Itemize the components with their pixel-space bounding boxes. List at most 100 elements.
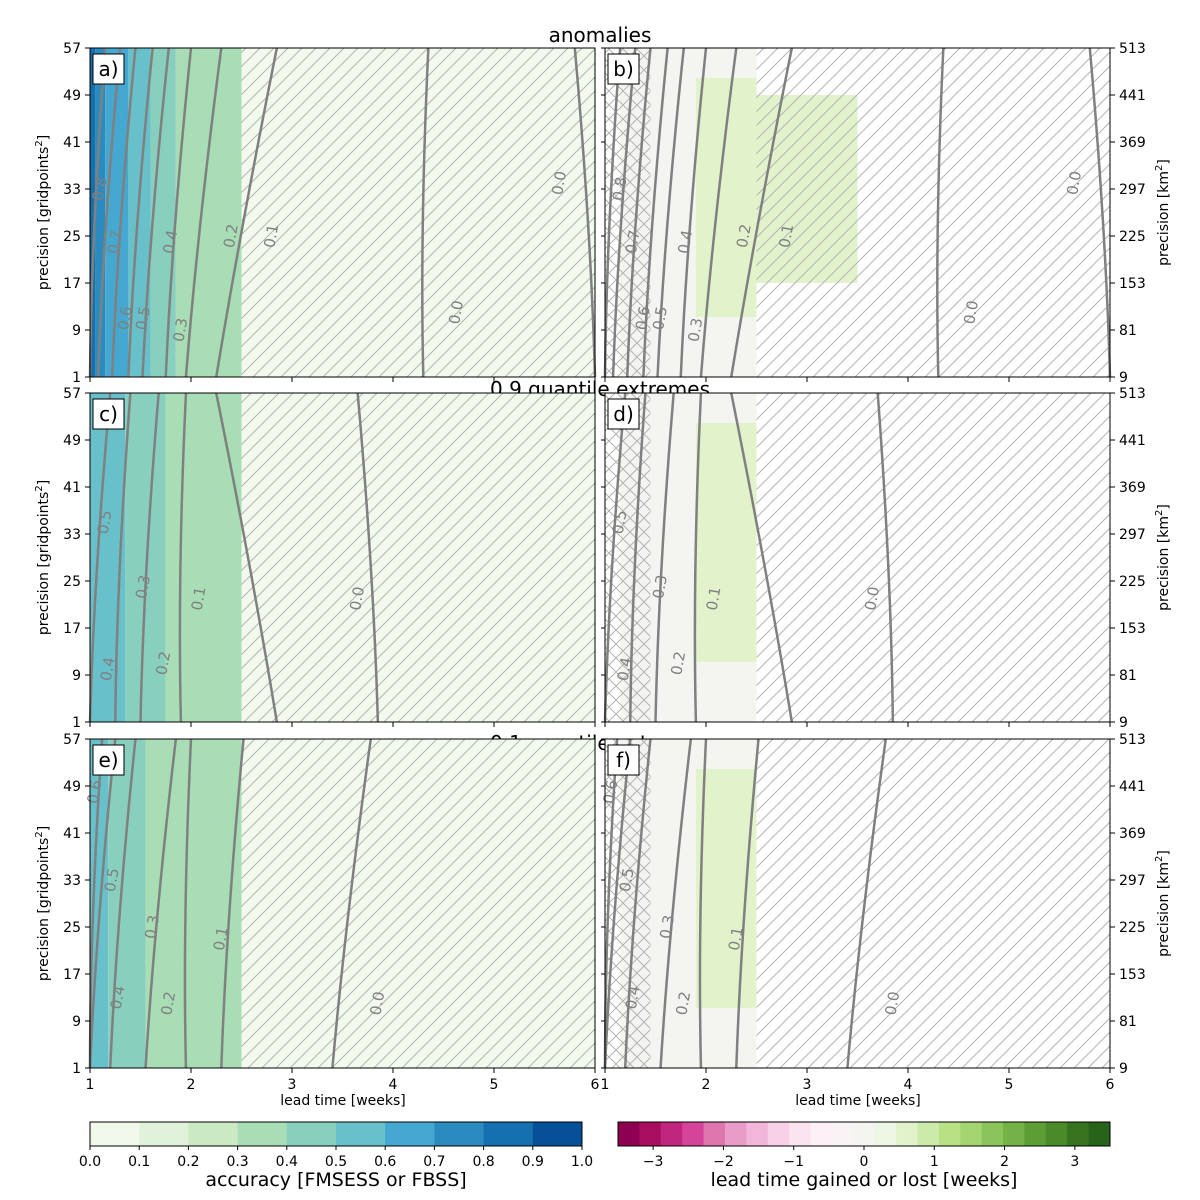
colorbar-swatch	[336, 1122, 386, 1146]
x-tick-label: 2	[187, 1077, 196, 1093]
contour-line	[178, 392, 188, 723]
contour-line	[220, 738, 245, 1069]
contour-label: 0.7	[622, 228, 644, 255]
y-tick-label-right: 153	[1119, 621, 1146, 637]
colorbar-tick-label: −2	[713, 1154, 734, 1170]
contour-label: 0.0	[960, 299, 982, 326]
ylabel-superscript: 2	[1154, 856, 1165, 862]
contour-label: 0.6	[84, 778, 106, 805]
contour-line	[110, 47, 137, 378]
hatch-region	[241, 48, 595, 377]
y-tick-label: 1	[72, 370, 81, 386]
colorbar-swatch	[639, 1122, 662, 1146]
colorbar-tick-label: 0.0	[79, 1154, 101, 1170]
panel-d: 0.5 0.4 0.3 0.2 0.1 0.0 9 81 153 225 297 369 441 513 p…	[601, 386, 1172, 731]
y-tick-label-right: 153	[1119, 967, 1146, 983]
y-tick-label-right: 513	[1119, 732, 1146, 748]
colorbar-swatch	[90, 1122, 140, 1146]
y-tick-label: 25	[63, 920, 81, 936]
contour-label: 0.4	[614, 656, 636, 683]
colorbar-accuracy: 0.0 0.1 0.2 0.3 0.4 0.5 0.6 0.7 0.8 0.9 1.0	[79, 1121, 593, 1170]
contour-line	[642, 47, 669, 378]
colorbar-tick-label: 0.1	[128, 1154, 150, 1170]
contour-line	[139, 392, 160, 723]
y-tick-label-right: 297	[1119, 873, 1146, 889]
panel-label-box	[607, 744, 640, 776]
colorbar-swatch	[831, 1122, 854, 1146]
contour-line	[846, 738, 888, 1069]
y-tick-label-right: 9	[1119, 715, 1128, 731]
colorbar-swatch	[618, 1122, 640, 1146]
panel-label-box	[607, 398, 640, 430]
accuracy-band	[90, 48, 96, 377]
xlabel-right: lead time [weeks]	[795, 1093, 921, 1109]
contour-label: 0.4	[622, 984, 644, 1011]
contour-label: 0.0	[366, 990, 388, 1017]
y-tick-label-right: 81	[1119, 1014, 1137, 1030]
contour-label: 0.3	[656, 914, 678, 941]
contour-line	[698, 738, 708, 1069]
contour-line	[936, 47, 945, 378]
panel-a: 0.80.70.60.50.40.30.2 0.10.00.01917253341…	[34, 41, 597, 386]
colorbar-swatch	[896, 1122, 918, 1146]
ylabel-right: precision [km2]	[1154, 850, 1172, 957]
panel-frame	[89, 738, 596, 1069]
colorbar-swatch	[286, 1122, 337, 1146]
colorbar-swatch	[789, 1122, 812, 1146]
contour-label: 0.1	[725, 925, 747, 952]
contour-label: 0.4	[159, 228, 181, 255]
y-tick-label-right: 297	[1119, 182, 1146, 198]
contour-label: 0.5	[94, 509, 116, 536]
panel-label-box	[92, 53, 125, 85]
colorbar-swatch	[767, 1122, 790, 1146]
contour-label: 0.1	[260, 223, 282, 250]
y-tick-label-right: 441	[1119, 433, 1146, 449]
colorbar-swatch	[188, 1122, 239, 1146]
y-tick-label: 57	[63, 386, 81, 402]
colorbar-swatch	[981, 1122, 1004, 1146]
ylabel-close: ]	[36, 480, 52, 485]
contour-label: 0.3	[141, 914, 163, 941]
contour-line	[693, 392, 703, 723]
panel-label: e)	[98, 748, 118, 772]
colorbar-tick-label: 0.5	[325, 1154, 347, 1170]
ylabel-right: precision [km2]	[1154, 159, 1172, 266]
accuracy-band	[165, 393, 242, 722]
contour-label: 0.2	[733, 223, 755, 250]
x-tick-label: 4	[904, 1077, 913, 1093]
contour-line	[656, 47, 686, 378]
accuracy-band	[95, 48, 106, 377]
y-tick-label: 17	[63, 276, 81, 292]
ylabel-superscript: 2	[1154, 510, 1165, 516]
colorbar-swatch	[385, 1122, 435, 1146]
hatch-region	[756, 393, 1110, 722]
contour-line	[629, 392, 647, 723]
hatch-region	[241, 739, 595, 1068]
panel-label: f)	[616, 748, 631, 772]
contour-line	[603, 47, 622, 378]
panel-label-box	[92, 744, 125, 776]
contour-label: 0.0	[445, 299, 467, 326]
colorbar-swatch	[1088, 1122, 1111, 1146]
x-tick-label: 6	[591, 1077, 600, 1093]
contour-label: 0.4	[107, 984, 129, 1011]
colorbar-tick-label: 0.3	[226, 1154, 248, 1170]
colorbar-tick-label: −3	[643, 1154, 664, 1170]
y-tick-label: 41	[63, 826, 81, 842]
y-tick-label: 41	[63, 135, 81, 151]
colorbar-tick-label: 0.8	[472, 1154, 494, 1170]
panel-label: a)	[98, 57, 118, 81]
contour-label: 0.1	[188, 585, 210, 612]
y-tick-label: 49	[63, 779, 81, 795]
accuracy-band	[125, 393, 166, 722]
y-tick-label-right: 513	[1119, 41, 1146, 57]
colorbar-leadtime-title: lead time gained or lost [weeks]	[711, 1169, 1018, 1191]
contour-line	[730, 47, 794, 378]
panel-frame	[604, 392, 1111, 723]
row-title-anomalies: anomalies	[549, 23, 652, 47]
colorbar-swatch	[853, 1122, 876, 1146]
y-tick-label: 9	[72, 1014, 81, 1030]
contour-line	[183, 738, 193, 1069]
colorbar-swatch	[960, 1122, 983, 1146]
